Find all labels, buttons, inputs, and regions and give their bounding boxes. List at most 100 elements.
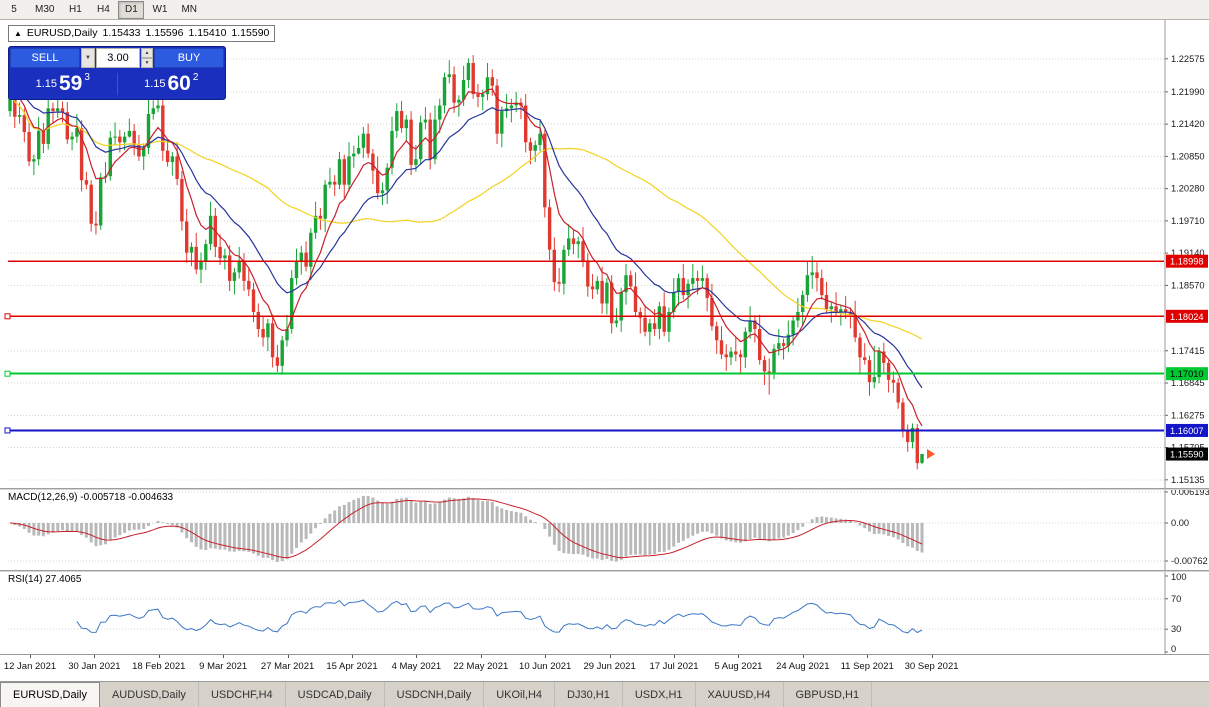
symbol-tab-xauusd-h4[interactable]: XAUUSD,H4	[696, 682, 784, 707]
sell-price-pipette: 3	[84, 72, 90, 83]
price-axis-label: 1.16845	[1171, 378, 1205, 388]
date-tick	[480, 655, 482, 658]
rsi-axis-label: 0	[1171, 644, 1176, 654]
symbol-tab-dj30-h1[interactable]: DJ30,H1	[555, 682, 623, 707]
symbol-tab-usdx-h1[interactable]: USDX,H1	[623, 682, 696, 707]
timeframe-button-h4[interactable]: H4	[97, 4, 110, 15]
symbol-tab-usdcnh-daily[interactable]: USDCNH,Daily	[385, 682, 485, 707]
rsi-line	[76, 599, 923, 634]
lot-size-input[interactable]: 3.00	[96, 48, 140, 68]
price-axis-label: 1.22575	[1171, 54, 1205, 64]
date-tick	[30, 655, 31, 658]
symbol-tab-usdchf-h4[interactable]: USDCHF,H4	[199, 682, 286, 707]
buy-price-big-digits: 60	[167, 72, 191, 95]
ohlc-open: 1.15433	[102, 27, 141, 39]
date-axis[interactable]: 12 Jan 2021 30 Jan 2021 18 Feb 2021 9 Mar 2…	[0, 654, 1209, 681]
date-tick	[352, 655, 353, 658]
price-axis-label: 1.15135	[1171, 475, 1205, 485]
symbol-tab-usdcad-daily[interactable]: USDCAD,Daily	[286, 682, 385, 707]
sell-button[interactable]: SELL	[10, 48, 80, 68]
date-label: 18 Feb 2021	[132, 661, 186, 672]
buy-price-display[interactable]: 1.15 60 2	[118, 72, 226, 95]
date-label: 5 Aug 2021	[714, 661, 763, 672]
date-tick	[223, 655, 225, 658]
rsi-axis-label: 30	[1171, 624, 1181, 634]
date-label: 27 Mar 2021	[260, 661, 315, 672]
date-label: 22 May 2021	[453, 661, 509, 672]
date-label: 15 Apr 2021	[326, 661, 378, 672]
buy-button[interactable]: BUY	[154, 48, 224, 68]
svg-text:1.15590: 1.15590	[1170, 450, 1204, 460]
ma-fast-red-line	[9, 86, 923, 427]
price-axis-label: 1.16275	[1171, 410, 1205, 420]
timeframe-button-h1[interactable]: H1	[69, 4, 82, 15]
symbol-tab-eurusd-daily[interactable]: EURUSD,Daily	[0, 682, 100, 707]
price-axis-label: 1.19140	[1171, 248, 1205, 258]
svg-text:1.18998: 1.18998	[1170, 257, 1204, 267]
lot-spinner: ▲ ▼	[141, 48, 153, 68]
svg-text:1.17010: 1.17010	[1170, 369, 1204, 379]
line-handle[interactable]	[4, 427, 11, 434]
date-tick	[802, 655, 804, 658]
macd-label: MACD(12,26,9) -0.005718 -0.004633	[8, 492, 174, 503]
chart-canvas[interactable]: 1.22575 1.21990 1.21420 1.20850 1.20280 1.197…	[0, 20, 1209, 488]
pane-splitter[interactable]	[0, 570, 1209, 572]
macd-axis-label: 0.006193	[1171, 490, 1209, 497]
date-tick	[738, 655, 740, 658]
price-axis-label: 1.19710	[1171, 216, 1205, 226]
date-label: 30 Jan 2021	[68, 661, 121, 672]
rsi-axis-label: 70	[1171, 594, 1181, 604]
price-axis-label: 1.21420	[1171, 119, 1205, 129]
date-label: 10 Jun 2021	[519, 661, 572, 672]
one-click-collapse-arrow[interactable]: ▲	[14, 28, 22, 38]
timeframe-button-mn[interactable]: MN	[181, 4, 198, 15]
macd-canvas[interactable]: 0.006193 0.00 -0.00762	[0, 490, 1209, 570]
svg-text:1.18024: 1.18024	[1170, 312, 1204, 322]
pane-splitter[interactable]	[0, 488, 1209, 490]
date-label: 29 Jun 2021	[583, 661, 636, 672]
lot-decrease-button[interactable]: ▼	[141, 58, 153, 68]
timeframe-toolbar: 5 M30 H1 H4 D1 W1 MN	[0, 0, 1209, 20]
timeframe-button-w1[interactable]: W1	[152, 4, 168, 15]
price-axis-label: 1.17415	[1171, 346, 1205, 356]
price-arrow-marker[interactable]	[927, 449, 936, 460]
price-axis[interactable]: 1.22575 1.21990 1.21420 1.20850 1.20280 1.197…	[1165, 54, 1208, 485]
ma-slow-yellow-line	[9, 86, 923, 340]
rsi-canvas[interactable]: 100 70 30 0	[0, 572, 1209, 654]
timeframe-button-m30[interactable]: M30	[35, 4, 55, 15]
symbol-tab-gbpusd-h1[interactable]: GBPUSD,H1	[784, 682, 873, 707]
chart-title-box: ▲ EURUSD,Daily 1.15433 1.15596 1.15410 1…	[8, 25, 276, 42]
rsi-label: RSI(14) 27.4065	[8, 574, 82, 585]
macd-histogram	[13, 495, 924, 562]
symbol-tab-audusd-daily[interactable]: AUDUSD,Daily	[100, 682, 199, 707]
date-tick	[287, 655, 289, 658]
one-click-trade-panel: SELL ▼ 3.00 ▲ ▼ BUY 1.15 59 3 1.15 60	[8, 46, 226, 100]
svg-text:1.16007: 1.16007	[1170, 426, 1204, 436]
line-handle[interactable]	[4, 313, 11, 320]
rsi-axis-label: 100	[1171, 572, 1187, 582]
date-label: 30 Sep 2021	[904, 661, 959, 672]
date-label: 9 Mar 2021	[199, 661, 248, 672]
macd-axis-label: 0.00	[1171, 518, 1189, 528]
timeframe-button-5[interactable]: 5	[11, 4, 17, 15]
lot-increase-button[interactable]: ▲	[141, 48, 153, 58]
sell-price-display[interactable]: 1.15 59 3	[9, 72, 117, 94]
price-divider	[116, 72, 118, 95]
main-chart-pane: 1.22575 1.21990 1.21420 1.20850 1.20280 1.197…	[0, 20, 1209, 488]
ohlc-low: 1.15410	[188, 27, 227, 39]
price-tag-1.15590	[1166, 447, 1208, 461]
chart-symbol-label: EURUSD,Daily	[26, 27, 98, 39]
date-tick	[158, 655, 160, 658]
price-axis-label: 1.18570	[1171, 280, 1205, 290]
line-handle[interactable]	[4, 370, 11, 377]
rsi-indicator-pane: 100 70 30 0 RSI(14) 27.4065	[0, 572, 1209, 654]
timeframe-button-d1[interactable]: D1	[118, 0, 145, 19]
date-label: 11 Sep 2021	[840, 661, 894, 672]
symbol-tab-ukoil-h4[interactable]: UKOil,H4	[484, 682, 556, 707]
date-label: 17 Jul 2021	[649, 661, 699, 672]
ohlc-close: 1.15590	[231, 27, 270, 39]
ma-mid-blue-line	[9, 86, 923, 389]
macd-axis-label: -0.00762	[1171, 556, 1208, 566]
date-label: 12 Jan 2021	[3, 661, 57, 672]
lot-dropdown-button[interactable]: ▼	[81, 48, 95, 68]
